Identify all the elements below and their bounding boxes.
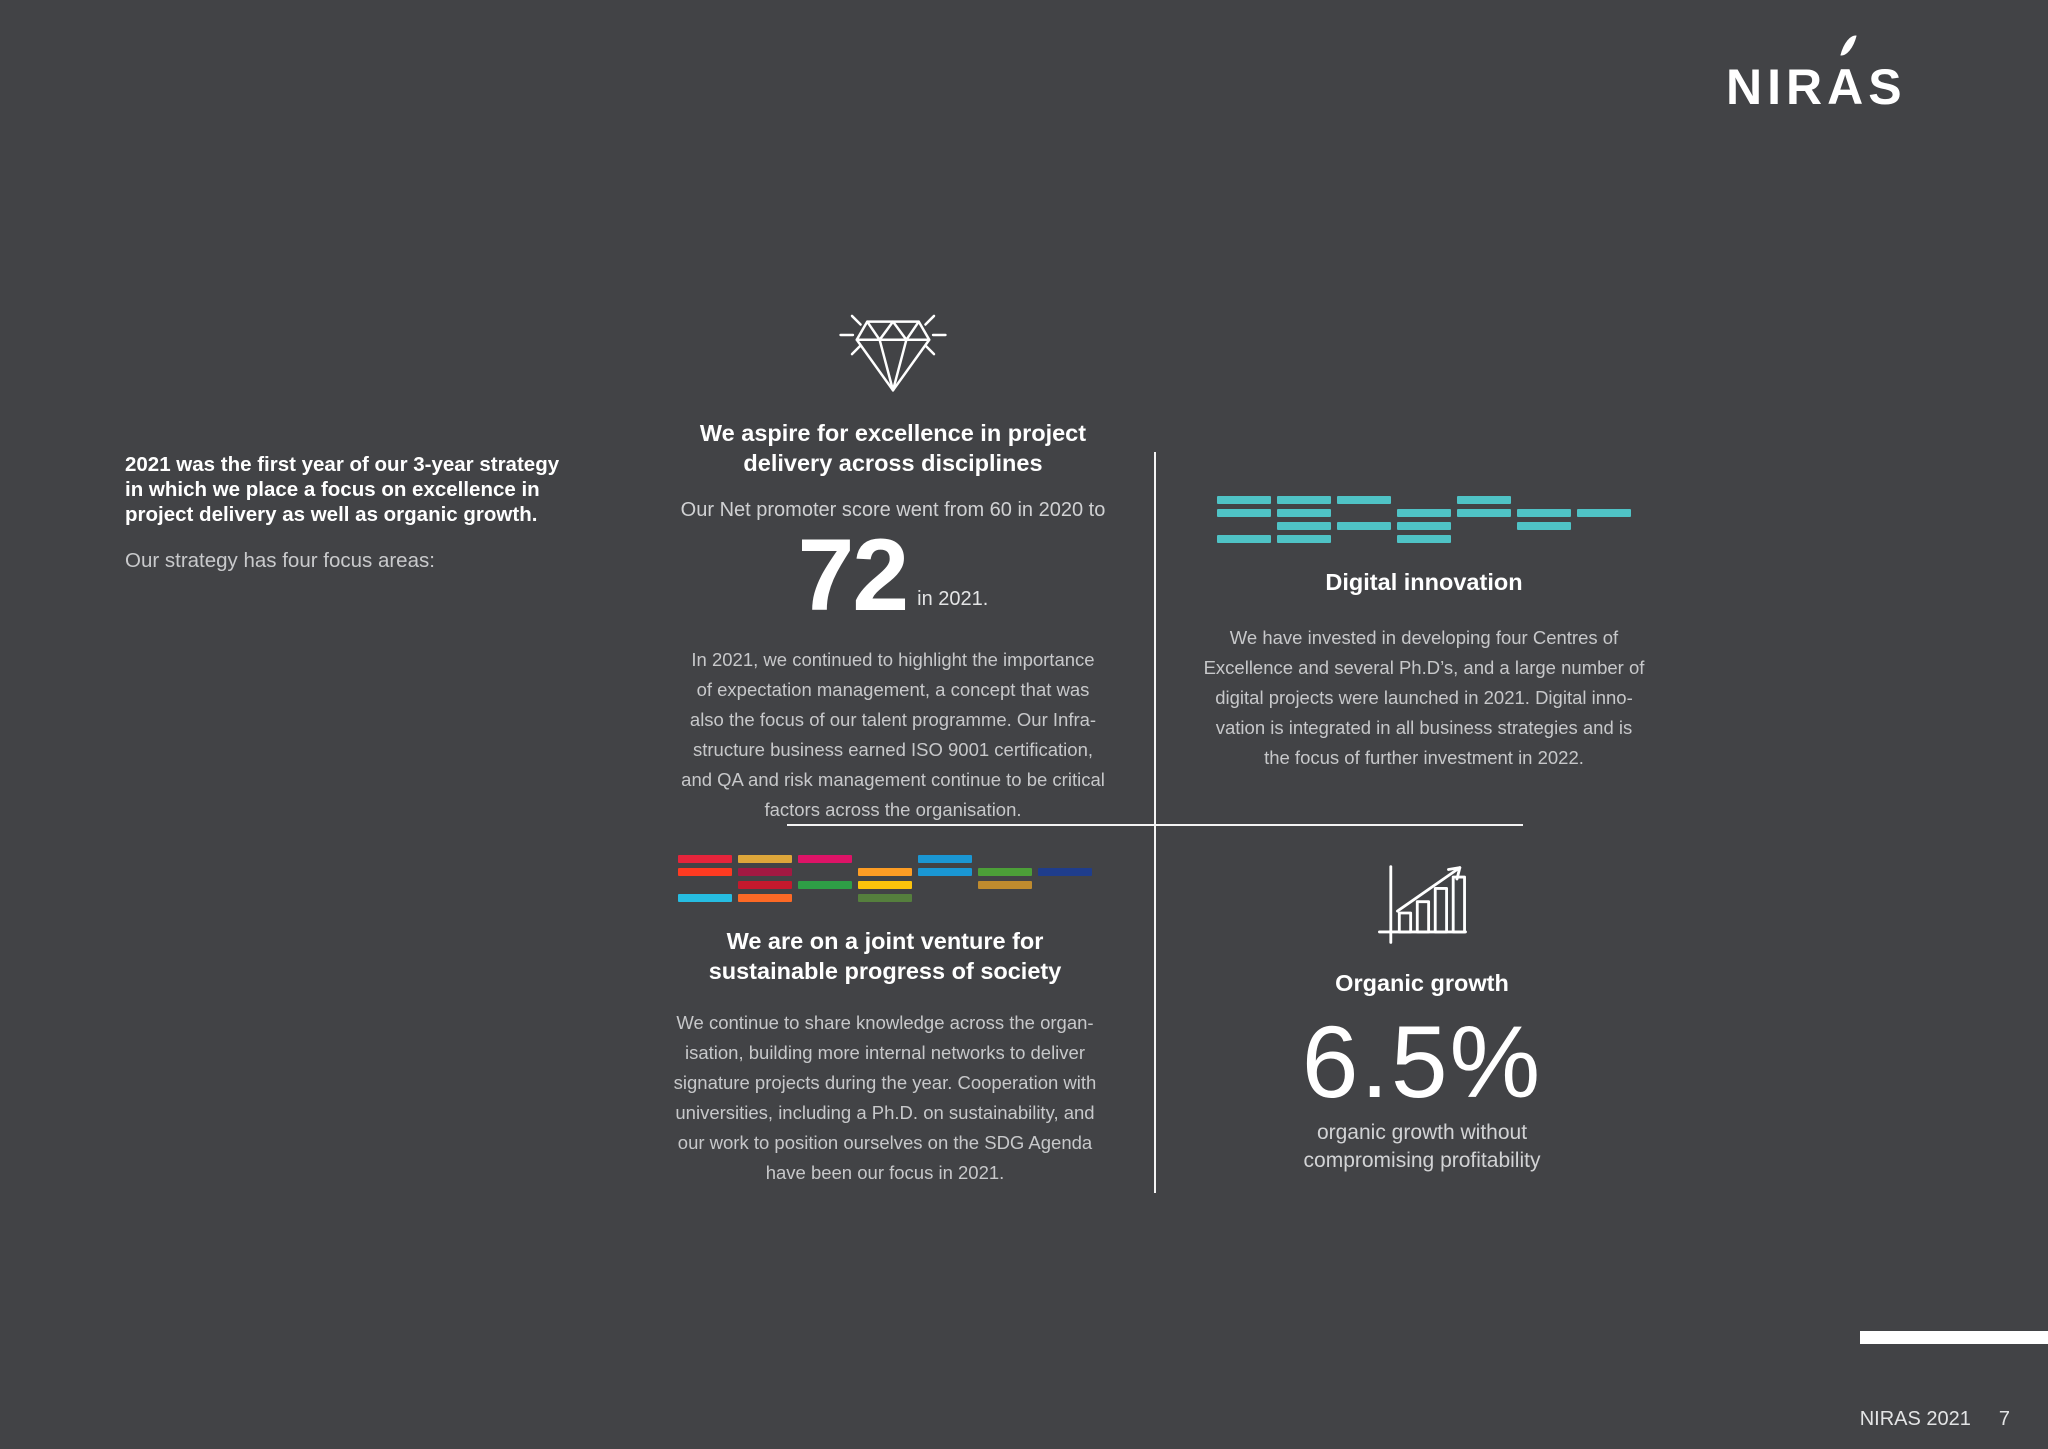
dash-cell xyxy=(978,894,1032,902)
dash-cell xyxy=(1277,535,1331,543)
focus-area-sustainability: We are on a joint venture for sustainabl… xyxy=(645,855,1125,1188)
nps-value: 72 xyxy=(797,518,909,632)
dash-cell xyxy=(1277,509,1331,517)
dash-cell xyxy=(1577,535,1631,543)
nps-score: 72 in 2021. xyxy=(633,518,1153,632)
dash-cell xyxy=(1217,496,1271,504)
focus-area-digital-innovation: Digital innovation We have invested in d… xyxy=(1194,496,1654,773)
dash-cell xyxy=(978,868,1032,876)
dash-cell xyxy=(1397,535,1451,543)
logo-leaf-accent-icon xyxy=(1840,33,1857,58)
dash-cell xyxy=(858,881,912,889)
dash-cell xyxy=(1457,509,1511,517)
dash-cell xyxy=(1457,522,1511,530)
dash-cell xyxy=(738,855,792,863)
dash-cell xyxy=(978,881,1032,889)
dash-cell xyxy=(1577,496,1631,504)
footer: NIRAS 2021 7 xyxy=(1860,1408,2010,1431)
dash-cell xyxy=(918,894,972,902)
dash-cell xyxy=(1457,496,1511,504)
dash-cell xyxy=(858,894,912,902)
intro-block: 2021 was the first year of our 3-year st… xyxy=(125,452,645,573)
dash-cell xyxy=(1217,509,1271,517)
dash-cell xyxy=(1217,535,1271,543)
dash-cell xyxy=(858,868,912,876)
dash-cell xyxy=(1517,522,1571,530)
footer-page-number: 7 xyxy=(1998,1408,2010,1430)
dash-cell xyxy=(1397,522,1451,530)
dash-cell xyxy=(1038,855,1092,863)
organic-growth-heading: Organic growth xyxy=(1335,970,1509,996)
digital-dashes-icon xyxy=(1194,496,1654,543)
focus-area-organic-growth: Organic growth 6.5% organic growth witho… xyxy=(1192,857,1652,1196)
organic-growth-caption: organic growth without compromising prof… xyxy=(1303,1120,1541,1172)
dash-cell xyxy=(1038,894,1092,902)
dash-cell xyxy=(1217,522,1271,530)
dash-cell xyxy=(1577,509,1631,517)
diamond-icon xyxy=(839,314,947,392)
dash-cell xyxy=(798,894,852,902)
organic-growth-value: 6.5% xyxy=(1301,1005,1543,1119)
vertical-divider xyxy=(1154,452,1156,1193)
nps-lead-text: Our Net promoter score went from 60 in 2… xyxy=(680,499,1106,521)
footer-accent-bar xyxy=(1860,1331,2048,1344)
niras-logo: NIRA S xyxy=(1726,33,1907,116)
intro-statement: 2021 was the first year of our 3-year st… xyxy=(125,453,560,526)
intro-lead-in: Our strategy has four focus areas: xyxy=(125,549,435,572)
dash-cell xyxy=(1517,535,1571,543)
sustainability-body: We continue to share knowledge across th… xyxy=(673,1012,1097,1183)
dash-cell xyxy=(1337,535,1391,543)
logo-text-post: S xyxy=(1868,59,1907,115)
dash-cell xyxy=(678,881,732,889)
dash-cell xyxy=(738,894,792,902)
dash-cell xyxy=(978,855,1032,863)
dash-cell xyxy=(918,855,972,863)
growth-chart-icon xyxy=(1378,865,1467,944)
dash-cell xyxy=(918,881,972,889)
dash-cell xyxy=(1038,868,1092,876)
digital-body: We have invested in developing four Cent… xyxy=(1203,627,1645,768)
logo-text-pre: NIR xyxy=(1726,59,1828,115)
excellence-body: In 2021, we continued to highlight the i… xyxy=(681,648,1105,820)
sustainability-heading: We are on a joint venture for sustainabl… xyxy=(708,928,1062,984)
excellence-heading: We aspire for excellence in project deli… xyxy=(699,420,1087,476)
dash-cell xyxy=(1397,496,1451,504)
logo-text-a: A xyxy=(1827,59,1869,115)
dash-cell xyxy=(1517,509,1571,517)
dash-cell xyxy=(678,855,732,863)
dash-cell xyxy=(798,868,852,876)
dash-cell xyxy=(918,868,972,876)
digital-heading: Digital innovation xyxy=(1325,569,1523,595)
dash-cell xyxy=(1457,535,1511,543)
dash-cell xyxy=(1517,496,1571,504)
dash-cell xyxy=(1577,522,1631,530)
nps-suffix: in 2021. xyxy=(917,587,989,610)
footer-report-title: NIRAS 2021 xyxy=(1859,1408,1971,1430)
dash-cell xyxy=(858,855,912,863)
horizontal-divider xyxy=(787,824,1523,826)
dash-cell xyxy=(738,881,792,889)
dash-cell xyxy=(1337,496,1391,504)
dash-cell xyxy=(1337,522,1391,530)
dash-cell xyxy=(1038,881,1092,889)
dash-cell xyxy=(1397,509,1451,517)
dash-cell xyxy=(798,855,852,863)
dash-cell xyxy=(678,868,732,876)
sdg-dashes-icon xyxy=(645,855,1125,902)
dash-cell xyxy=(1337,509,1391,517)
dash-cell xyxy=(1277,522,1331,530)
dash-cell xyxy=(798,881,852,889)
dash-cell xyxy=(738,868,792,876)
dash-cell xyxy=(678,894,732,902)
focus-area-excellence: We aspire for excellence in project deli… xyxy=(633,308,1153,825)
dash-cell xyxy=(1277,496,1331,504)
